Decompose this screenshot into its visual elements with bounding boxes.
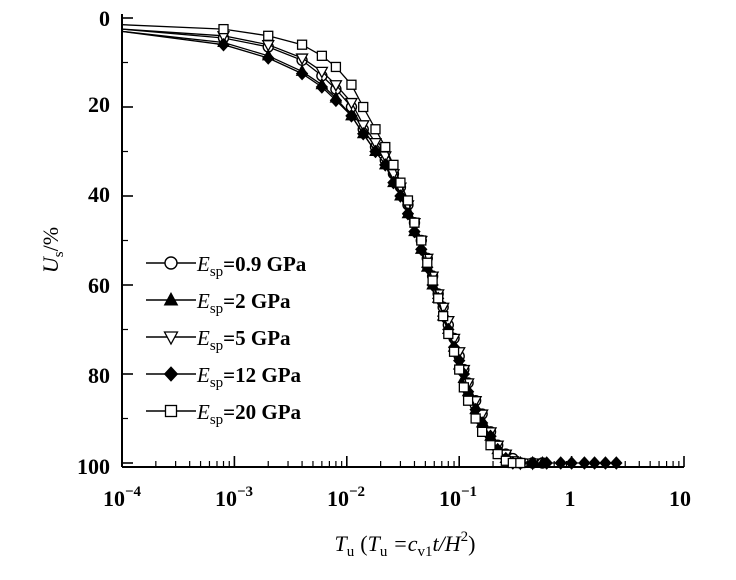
data-point-square [422, 257, 433, 268]
data-point-square [330, 61, 342, 73]
data-point-diamond [217, 37, 230, 52]
legend-entry-4: Esp=20 GPa [146, 400, 302, 428]
y-tick-label: 20 [88, 92, 110, 117]
x-tick-label: 10−4 [103, 484, 142, 511]
data-point-square [433, 293, 444, 304]
x-tick-label: 10−3 [215, 484, 253, 511]
legend-entry-3: Esp=12 GPa [146, 363, 302, 391]
y-tick-label: 60 [88, 273, 110, 298]
data-point-diamond [345, 109, 358, 123]
data-point-diamond [262, 51, 275, 65]
data-point-diamond [357, 126, 370, 141]
data-point-triangle-down [163, 331, 179, 346]
x-tick-labels: 10−4 10−3 10−2 10−1 1 10 [103, 484, 691, 511]
legend-label: Esp=0.9 GPa [196, 252, 307, 280]
x-tick-label: 10 [669, 486, 691, 511]
legend-marker-triangle-filled [146, 291, 196, 306]
y-tick-label: 40 [88, 182, 110, 207]
data-point-square [218, 23, 229, 35]
x-tick-label: 10−1 [439, 484, 477, 511]
x-tick-label: 10−2 [327, 484, 365, 511]
data-point-diamond [369, 144, 382, 159]
data-point-square [370, 124, 381, 135]
data-point-diamond [526, 456, 539, 470]
series-layer [121, 23, 623, 471]
y-tick-label: 0 [99, 6, 110, 31]
data-point-square [263, 30, 274, 41]
legend: Esp=0.9 GPa Esp=2 GPa Esp=5 GPa Esp=12 G… [146, 252, 307, 428]
data-point-circle [164, 256, 178, 270]
data-point-square [458, 382, 470, 393]
data-point-square [443, 328, 454, 340]
data-point-square [316, 50, 328, 61]
data-point-triangle-down [295, 53, 309, 66]
x-axis-title: Tu (Tu =cv1t/H2) [335, 529, 476, 560]
data-point-square [470, 413, 481, 424]
y-axis-ticks [122, 17, 133, 464]
legend-entry-1: Esp=2 GPa [146, 289, 291, 317]
series-4 [121, 23, 526, 469]
data-point-diamond [588, 456, 601, 470]
series-line [121, 30, 617, 464]
data-point-square [296, 39, 308, 50]
data-point-square [485, 440, 496, 451]
data-point-square [164, 404, 178, 418]
data-point-square [416, 235, 427, 246]
y-tick-label: 80 [88, 363, 110, 388]
data-point-diamond [610, 456, 623, 470]
data-point-square [346, 79, 357, 90]
data-point-square [448, 346, 460, 357]
data-point-square [409, 217, 420, 228]
data-point-triangle [163, 291, 179, 306]
data-point-diamond [329, 93, 343, 108]
data-point-square [492, 448, 503, 460]
legend-label: Esp=12 GPa [196, 363, 302, 391]
data-point-square [476, 426, 488, 438]
y-tick-labels: 0 20 40 60 80 100 [77, 6, 110, 479]
x-tick-label: 1 [565, 486, 576, 511]
legend-marker-circle-open [146, 256, 196, 270]
data-point-square [402, 195, 414, 206]
legend-entry-2: Esp=5 GPa [146, 326, 291, 354]
data-point-triangle-down [315, 66, 329, 79]
data-point-square [515, 457, 526, 469]
legend-marker-triangle-down-open [146, 331, 196, 346]
data-point-triangle-down [356, 120, 370, 133]
data-point-diamond [578, 456, 591, 470]
legend-label: Esp=2 GPa [196, 289, 291, 317]
legend-entry-0: Esp=0.9 GPa [146, 252, 307, 280]
data-point-triangle-down [368, 137, 383, 150]
data-point-triangle-down [329, 80, 343, 93]
data-point-diamond [599, 456, 612, 470]
legend-marker-diamond-filled [146, 366, 196, 382]
y-tick-label: 100 [77, 454, 110, 479]
legend-label: Esp=20 GPa [196, 400, 302, 428]
data-point-diamond [163, 366, 179, 382]
legend-marker-square-open [146, 404, 196, 418]
data-point-diamond [295, 66, 309, 81]
data-point-triangle-down [344, 97, 359, 110]
data-point-square [395, 177, 406, 188]
data-point-diamond [540, 456, 553, 470]
data-point-square [427, 275, 438, 286]
x-axis-ticks [121, 456, 685, 467]
data-point-square [454, 364, 465, 375]
data-point-square [462, 395, 474, 406]
data-point-square [438, 310, 449, 322]
data-point-diamond [565, 456, 578, 470]
data-point-diamond [554, 456, 567, 470]
data-point-diamond [315, 80, 329, 94]
legend-label: Esp=5 GPa [196, 326, 291, 354]
data-point-square [388, 159, 399, 171]
y-axis-title: Us/% [38, 227, 67, 273]
data-point-square [358, 101, 369, 113]
data-point-square [380, 141, 391, 153]
